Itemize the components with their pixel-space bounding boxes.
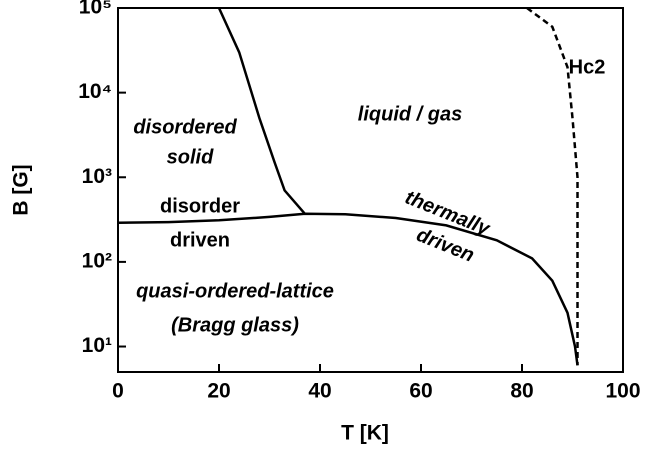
- annotation: (Bragg glass): [171, 314, 299, 336]
- plot-frame: [117, 7, 624, 373]
- phase-line: [526, 6, 579, 366]
- annotation: disordered: [133, 116, 237, 138]
- annotation: solid: [167, 146, 214, 168]
- x-tick-label: 40: [308, 380, 331, 403]
- x-tick-label: 100: [605, 380, 640, 403]
- x-tick-label: 0: [112, 380, 124, 403]
- annotation: liquid / gas: [358, 103, 462, 125]
- y-tick-label: 10²: [82, 249, 112, 272]
- y-tick-label: 10³: [82, 165, 112, 188]
- annotation: Hc2: [569, 56, 606, 78]
- y-axis-label: B [G]: [10, 164, 33, 215]
- annotation: disorder: [160, 195, 240, 217]
- annotation: thermally: [402, 186, 494, 240]
- y-tick-label: 10⁴: [78, 80, 112, 103]
- x-tick-label: 60: [409, 380, 432, 403]
- y-tick-label: 10⁵: [79, 0, 112, 19]
- annotation: quasi-ordered-lattice: [136, 280, 334, 302]
- x-tick-label: 20: [207, 380, 230, 403]
- x-tick-label: 80: [510, 380, 533, 403]
- phase-line: [217, 7, 306, 215]
- x-axis-label: T [K]: [341, 422, 389, 445]
- annotation: driven: [170, 229, 230, 251]
- phase-line: [117, 212, 579, 366]
- y-tick-label: 10¹: [82, 334, 112, 357]
